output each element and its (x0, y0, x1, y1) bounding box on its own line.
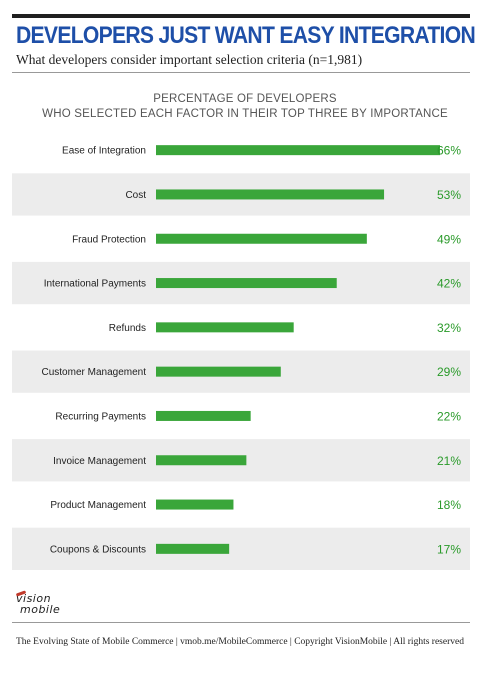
category-label: Fraud Protection (72, 234, 146, 245)
top-rule (12, 14, 470, 18)
row-stripe (12, 527, 470, 570)
chart-title-line-1: PERCENTAGE OF DEVELOPERS (153, 93, 337, 105)
footer-text: The Evolving State of Mobile Commerce | … (16, 637, 464, 647)
bar (156, 145, 440, 156)
page-subtitle: What developers consider important selec… (16, 52, 363, 67)
chart-title-line-2: WHO SELECTED EACH FACTOR IN THEIR TOP TH… (42, 108, 448, 120)
value-label: 29% (437, 365, 461, 379)
bar-chart: Ease of Integration 66% Cost 53% Fraud Prote… (12, 144, 470, 570)
value-label: 32% (437, 321, 461, 335)
bar (156, 233, 367, 244)
category-label: Coupons & Discounts (50, 544, 146, 555)
category-label: Invoice Management (53, 456, 146, 467)
page-title: DEVELOPERS JUST WANT EASY INTEGRATION (16, 22, 476, 49)
value-label: 42% (437, 277, 461, 291)
category-label: Recurring Payments (55, 411, 146, 422)
bar (156, 543, 230, 554)
category-label: Refunds (109, 323, 146, 334)
value-label: 66% (437, 144, 461, 158)
bar (156, 499, 234, 510)
logo-line-1: vision (16, 592, 52, 605)
visionmobile-logo: vision mobile (15, 590, 61, 616)
value-label: 18% (437, 498, 461, 512)
value-label: 53% (437, 188, 461, 202)
value-label: 49% (437, 232, 461, 246)
footer-divider (12, 622, 470, 623)
category-label: Ease of Integration (62, 146, 146, 157)
logo-line-2: mobile (20, 603, 61, 616)
bar (156, 410, 251, 421)
category-label: Cost (125, 190, 146, 201)
category-label: Product Management (50, 500, 146, 511)
bar (156, 366, 281, 377)
category-label: International Payments (44, 279, 146, 290)
value-label: 21% (437, 454, 461, 468)
value-label: 22% (437, 409, 461, 423)
divider (12, 72, 470, 73)
bar (156, 455, 247, 466)
category-label: Customer Management (42, 367, 147, 378)
bar (156, 189, 385, 200)
bar (156, 322, 294, 333)
value-label: 17% (437, 542, 461, 556)
bar (156, 278, 337, 289)
